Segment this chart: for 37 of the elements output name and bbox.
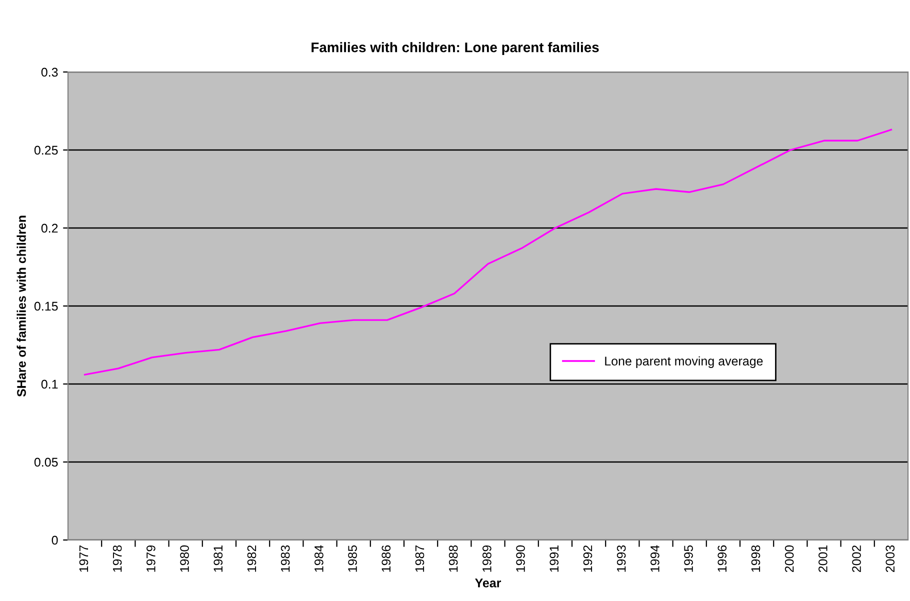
x-tick-label: 1990 — [516, 545, 525, 572]
x-tick-label: 1992 — [583, 545, 592, 572]
x-tick-label: 2003 — [886, 545, 895, 572]
x-tick-label: 1994 — [650, 545, 660, 572]
y-tick-label: 0.05 — [34, 458, 58, 467]
y-tick-label: 0.15 — [34, 302, 58, 311]
y-tick-label: 0.1 — [41, 380, 58, 389]
x-tick-label: 1988 — [448, 545, 458, 572]
legend-label: Lone parent moving average — [605, 356, 763, 368]
y-tick-label: 0.3 — [41, 68, 58, 77]
x-tick-label: 1980 — [180, 545, 189, 572]
x-tick-label: 1987 — [415, 545, 424, 572]
y-tick-label: 0 — [52, 536, 58, 545]
x-tick-label: 1986 — [382, 545, 391, 572]
x-tick-label: 2002 — [852, 545, 861, 572]
x-tick-label: 1982 — [247, 545, 256, 572]
x-tick-label: 1998 — [751, 545, 760, 572]
x-tick-label: 1989 — [482, 545, 492, 572]
y-tick-label: 0.2 — [41, 224, 58, 233]
x-tick-label: 1996 — [718, 545, 727, 572]
x-tick-label: 1995 — [684, 545, 693, 572]
x-axis-title: Year — [475, 578, 502, 588]
y-tick-label: 0.25 — [34, 146, 58, 155]
line-series — [84, 128, 892, 376]
y-axis-title: SHare of families with children — [16, 216, 26, 397]
x-tick-label: 1984 — [314, 545, 324, 572]
x-tick-label: 1979 — [146, 545, 156, 572]
x-tick-label: 2001 — [818, 545, 828, 572]
x-tick-label: 1981 — [214, 545, 223, 572]
x-tick-label: 1983 — [280, 545, 290, 572]
x-tick-label: 1977 — [79, 545, 88, 572]
x-tick-label: 1993 — [616, 545, 626, 572]
x-tick-label: 1991 — [550, 545, 559, 572]
x-tick-label: 1985 — [348, 545, 357, 572]
x-tick-label: 2000 — [784, 545, 794, 572]
chart-title: Families with children: Lone parent families — [312, 42, 599, 56]
x-tick-label: 1978 — [112, 545, 122, 572]
